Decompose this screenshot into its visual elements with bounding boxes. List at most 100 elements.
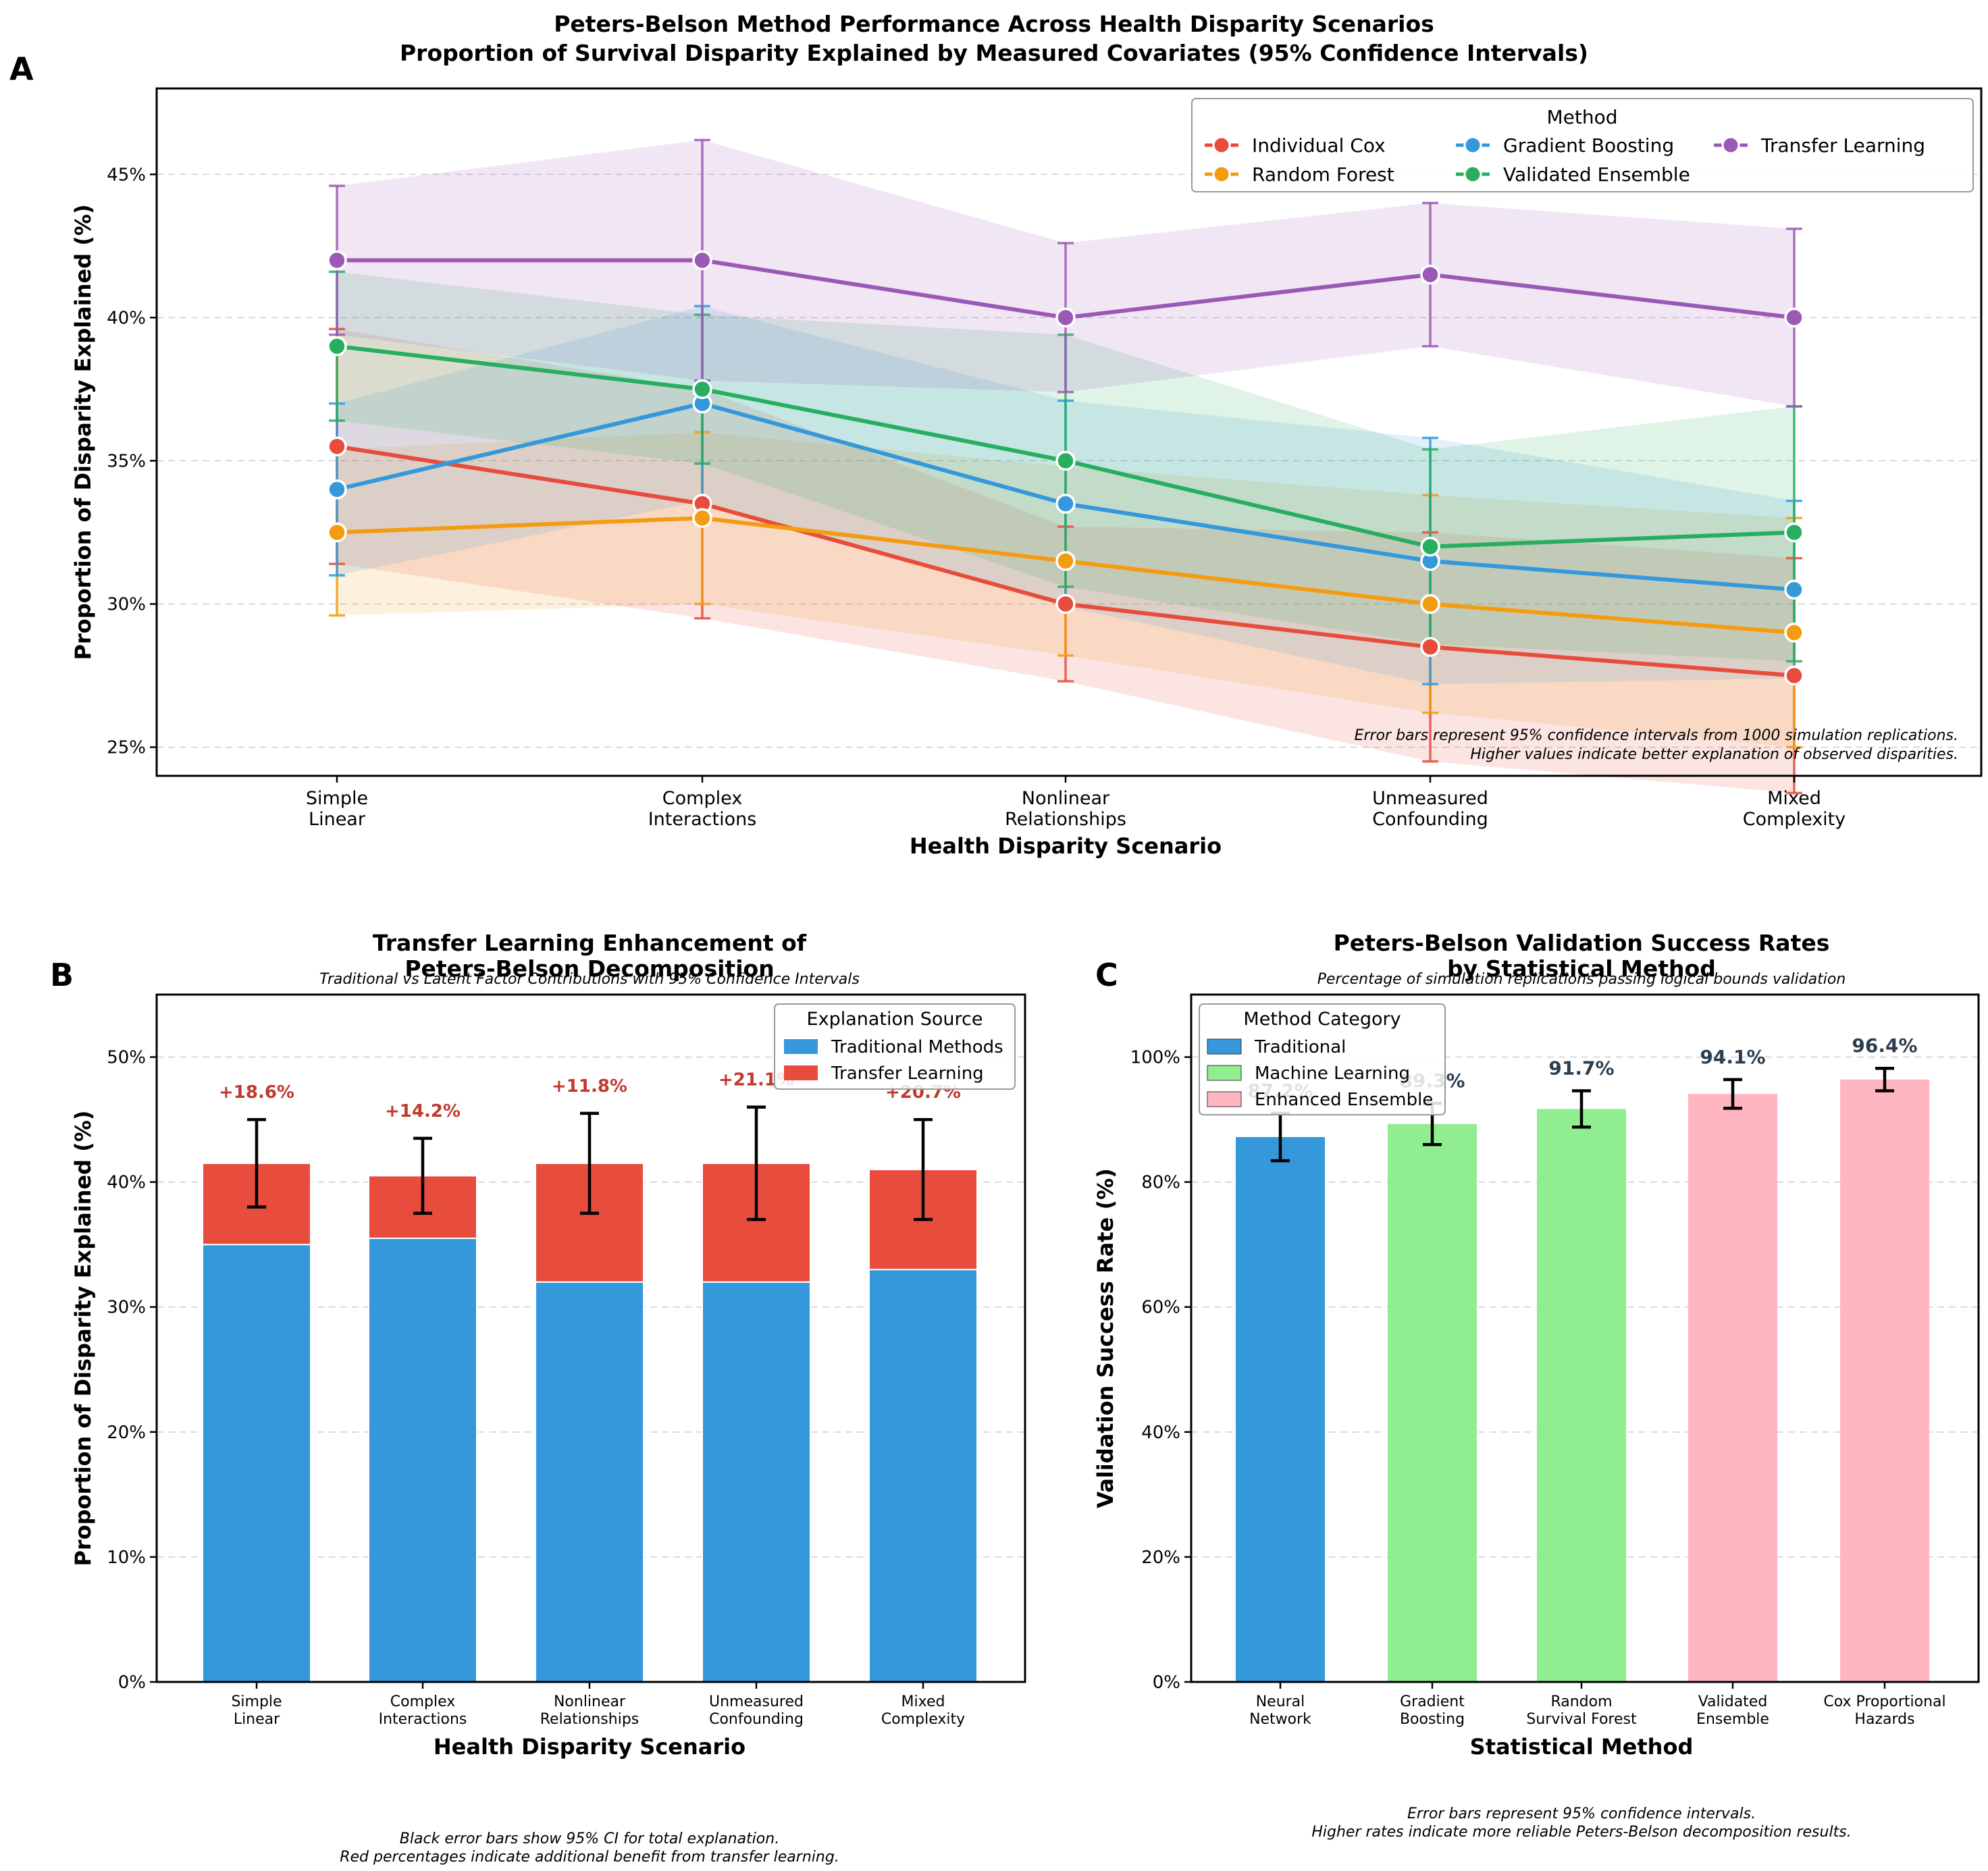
point-transfer-learning xyxy=(1420,264,1440,285)
point-validated-ensemble xyxy=(327,336,347,357)
point-gradient-boosting xyxy=(327,479,347,500)
panel-b-ytick-label: 50% xyxy=(107,1048,146,1068)
bar-traditional-methods xyxy=(535,1281,644,1683)
panel-c-title-line2: by Statistical Method xyxy=(1447,955,1716,982)
bar-neural-network xyxy=(1236,1137,1325,1682)
panel-b-xtick-label: Confounding xyxy=(709,1711,804,1728)
legend-a-label-individual-cox: Individual Cox xyxy=(1252,134,1386,157)
legend-b-swatch-transfer-learning xyxy=(784,1065,818,1080)
point-transfer-learning xyxy=(1784,307,1804,328)
panel-c-bar-chart: Peters-Belson Validation Success Rates b… xyxy=(1093,930,1980,1841)
legend-a-label-validated-ensemble: Validated Ensemble xyxy=(1503,163,1690,186)
panel-c-ytick-label: 100% xyxy=(1130,1048,1180,1068)
panel-b-title-line1: Transfer Learning Enhancement of xyxy=(373,930,807,956)
point-random-forest xyxy=(1420,594,1440,614)
panel-a-ytick-label: 45% xyxy=(107,165,146,185)
panel-c-xtick-label: Validated xyxy=(1698,1693,1768,1710)
figure-title-line1: Peters-Belson Method Performance Across … xyxy=(554,11,1434,37)
panel-c-note-line2: Higher rates indicate more reliable Pete… xyxy=(1311,1824,1851,1841)
legend-b-label-traditional-methods: Traditional Methods xyxy=(831,1037,1003,1057)
point-transfer-learning xyxy=(327,250,347,271)
legend-a-marker-gradient-boosting xyxy=(1463,136,1482,155)
benefit-label: +18.6% xyxy=(219,1082,294,1103)
panel-a-xtick-label: Unmeasured xyxy=(1372,788,1488,809)
panel-c-axes-frame xyxy=(1190,993,1980,1683)
panel-b-ytick-label: 10% xyxy=(107,1548,146,1568)
panel-a-ytick-label: 25% xyxy=(107,738,146,758)
panel-c-subtitle: Percentage of simulation replications pa… xyxy=(1317,971,1846,988)
legend-a-marker-random-forest xyxy=(1212,165,1231,184)
panel-b-subtitle: Traditional vs Latent Factor Contributio… xyxy=(319,971,860,988)
panel-b-ytick-label: 20% xyxy=(107,1423,146,1443)
legend-c-swatch-enhanced-ensemble xyxy=(1207,1091,1242,1107)
panel-label-c: C xyxy=(1095,957,1118,993)
panel-c-xtick-label: Survival Forest xyxy=(1526,1711,1637,1728)
legend-c-title: Method Category xyxy=(1243,1009,1401,1030)
panel-b-ytick-label: 0% xyxy=(118,1672,146,1693)
panel-label-b: B xyxy=(50,957,74,993)
panel-c-title-line1: Peters-Belson Validation Success Rates xyxy=(1334,930,1830,956)
bar-traditional-methods xyxy=(368,1237,477,1683)
point-gradient-boosting xyxy=(1055,494,1076,514)
point-random-forest xyxy=(1784,623,1804,643)
panel-b-xtick-label: Interactions xyxy=(379,1711,467,1728)
panel-b-note-line1: Black error bars show 95% CI for total e… xyxy=(400,1830,779,1847)
point-random-forest xyxy=(327,522,347,543)
point-gradient-boosting xyxy=(1784,579,1804,600)
panel-b-ylabel: Proportion of Disparity Explained (%) xyxy=(70,1110,96,1566)
legend-a-marker-individual-cox xyxy=(1212,136,1231,155)
panel-a-xlabel: Health Disparity Scenario xyxy=(910,833,1222,859)
panel-b-note-line2: Red percentages indicate additional bene… xyxy=(340,1849,839,1866)
panel-a-ytick-label: 40% xyxy=(107,308,146,328)
panel-c-ytick-label: 80% xyxy=(1141,1173,1180,1193)
point-individual-cox xyxy=(327,436,347,456)
bar-traditional-methods xyxy=(202,1244,311,1683)
bar-traditional-methods xyxy=(702,1281,811,1683)
panel-c-xtick-label: Cox Proportional xyxy=(1823,1693,1945,1710)
panel-c-xtick-label: Neural xyxy=(1256,1693,1305,1710)
benefit-label: +11.8% xyxy=(552,1076,627,1097)
panel-a-ylabel: Proportion of Disparity Explained (%) xyxy=(70,204,96,660)
panel-b-stacked-bar-chart: Transfer Learning Enhancement of Peters-… xyxy=(70,930,1026,1866)
panel-c-legend: Method Category Traditional Machine Learn… xyxy=(1199,1003,1446,1115)
panel-b-ytick-label: 30% xyxy=(107,1298,146,1318)
legend-a-marker-transfer-learning xyxy=(1721,136,1740,155)
legend-c-label-traditional: Traditional xyxy=(1254,1037,1346,1057)
panel-label-a: A xyxy=(9,51,34,87)
legend-a-title: Method xyxy=(1546,106,1617,128)
panel-c-xtick-label: Hazards xyxy=(1854,1711,1914,1728)
point-random-forest xyxy=(692,508,712,528)
value-label: 94.1% xyxy=(1700,1046,1765,1068)
panel-a-ytick-label: 30% xyxy=(107,595,146,615)
point-validated-ensemble xyxy=(1055,450,1076,471)
bar-gradient-boosting xyxy=(1388,1124,1477,1682)
panel-a-xtick-label: Relationships xyxy=(1005,809,1126,830)
legend-b-title: Explanation Source xyxy=(807,1009,983,1030)
panel-b-xtick-label: Complex xyxy=(390,1693,456,1710)
point-individual-cox xyxy=(1055,594,1076,614)
legend-c-swatch-traditional xyxy=(1207,1038,1242,1055)
panel-b-ytick-label: 40% xyxy=(107,1173,146,1193)
point-transfer-learning xyxy=(692,250,712,271)
value-label: 91.7% xyxy=(1548,1057,1614,1080)
legend-a-label-transfer-learning: Transfer Learning xyxy=(1760,134,1925,157)
panel-c-ylabel: Validation Success Rate (%) xyxy=(1093,1168,1118,1508)
panel-c-xtick-label: Network xyxy=(1249,1711,1311,1728)
panel-b-xtick-label: Simple xyxy=(231,1693,282,1710)
bar-validated-ensemble xyxy=(1688,1094,1777,1682)
legend-a-marker-validated-ensemble xyxy=(1463,165,1482,184)
bar-cox-proportional-hazards xyxy=(1840,1079,1929,1682)
panel-c-ytick-label: 20% xyxy=(1141,1548,1180,1568)
panel-b-xtick-label: Relationships xyxy=(540,1711,639,1728)
bar-traditional-methods xyxy=(868,1269,978,1683)
legend-c-label-enhanced-ensemble: Enhanced Ensemble xyxy=(1255,1090,1433,1110)
panel-a-note-line1: Error bars represent 95% confidence inte… xyxy=(1355,727,1958,744)
panel-c-ytick-label: 60% xyxy=(1141,1298,1180,1318)
point-individual-cox xyxy=(1420,637,1440,657)
panel-a-note-line2: Higher values indicate better explanatio… xyxy=(1470,746,1958,763)
point-transfer-learning xyxy=(1055,307,1076,328)
panel-b-xtick-label: Nonlinear xyxy=(554,1693,626,1710)
panel-c-xtick-label: Gradient xyxy=(1400,1693,1465,1710)
